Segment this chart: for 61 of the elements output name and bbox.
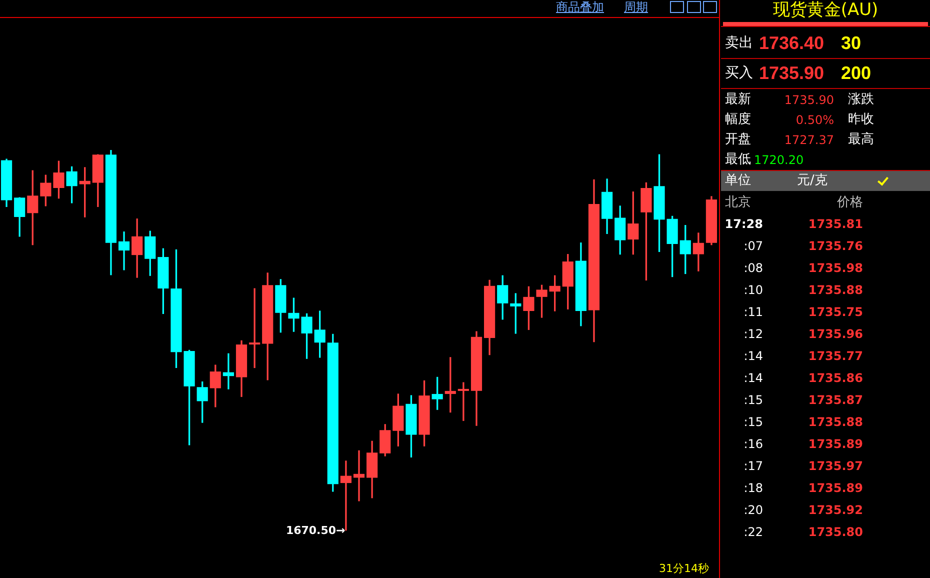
text: 1735.90 <box>784 93 834 107</box>
text: 1735.86 <box>808 371 863 385</box>
text: 1736.40 <box>759 33 824 53</box>
text: 最低 <box>725 152 751 167</box>
text: 1735.87 <box>808 393 863 407</box>
text: :15 <box>744 415 763 429</box>
text: 1735.75 <box>808 305 863 319</box>
text: 1735.90 <box>759 63 824 83</box>
text: 开盘 <box>725 132 751 147</box>
text: 昨收 <box>848 112 874 127</box>
candlestick <box>353 450 365 502</box>
text: 卖出 <box>725 35 753 51</box>
text: :22 <box>744 525 763 539</box>
text: 1735.92 <box>808 503 863 517</box>
text: 0.50% <box>796 113 834 127</box>
text: :11 <box>744 305 763 319</box>
text: 31分14秒 <box>659 562 709 575</box>
text: 幅度 <box>725 112 751 127</box>
text: :07 <box>744 239 763 253</box>
text: 买入 <box>725 65 753 81</box>
text: 现货黄金(AU) <box>772 0 880 20</box>
candlestick <box>222 353 234 390</box>
text: 1735.88 <box>808 415 863 429</box>
text: 17:28 <box>724 217 763 231</box>
text: 1720.20 <box>754 153 804 167</box>
text: 价格 <box>837 195 863 210</box>
text: :17 <box>744 459 763 473</box>
text: 1735.97 <box>808 459 863 473</box>
text: :14 <box>744 349 763 363</box>
text: 周期 <box>624 0 648 14</box>
text: 单位 <box>725 173 751 188</box>
text: 1727.37 <box>784 133 834 147</box>
text: :16 <box>744 437 763 451</box>
text: :14 <box>744 371 763 385</box>
text: 1735.89 <box>808 481 863 495</box>
text: 最高 <box>848 132 874 147</box>
text: 最新 <box>725 92 751 107</box>
text: 元/克 <box>797 173 828 188</box>
text: :20 <box>744 503 763 517</box>
text: :18 <box>744 481 763 495</box>
text: 1735.88 <box>808 283 863 297</box>
text: 1735.96 <box>808 327 863 341</box>
text: 涨跌 <box>848 92 874 107</box>
text: 200 <box>841 63 872 83</box>
text: :08 <box>744 261 763 275</box>
text: 1735.77 <box>808 349 863 363</box>
text: 商品叠加 <box>556 0 604 14</box>
candlestick <box>118 232 130 270</box>
text: 30 <box>841 33 862 53</box>
text: :15 <box>744 393 763 407</box>
text: 1735.76 <box>808 239 863 253</box>
text: 1735.89 <box>808 437 863 451</box>
text: :10 <box>744 283 763 297</box>
candlestick <box>458 382 469 421</box>
text: 北京 <box>725 195 751 210</box>
text: 1735.98 <box>808 261 863 275</box>
annotation: 1670.50→ <box>286 524 346 538</box>
candlestick <box>249 288 260 368</box>
text: :12 <box>744 327 763 341</box>
text: 1735.81 <box>808 217 863 231</box>
text: 1735.80 <box>808 525 863 539</box>
